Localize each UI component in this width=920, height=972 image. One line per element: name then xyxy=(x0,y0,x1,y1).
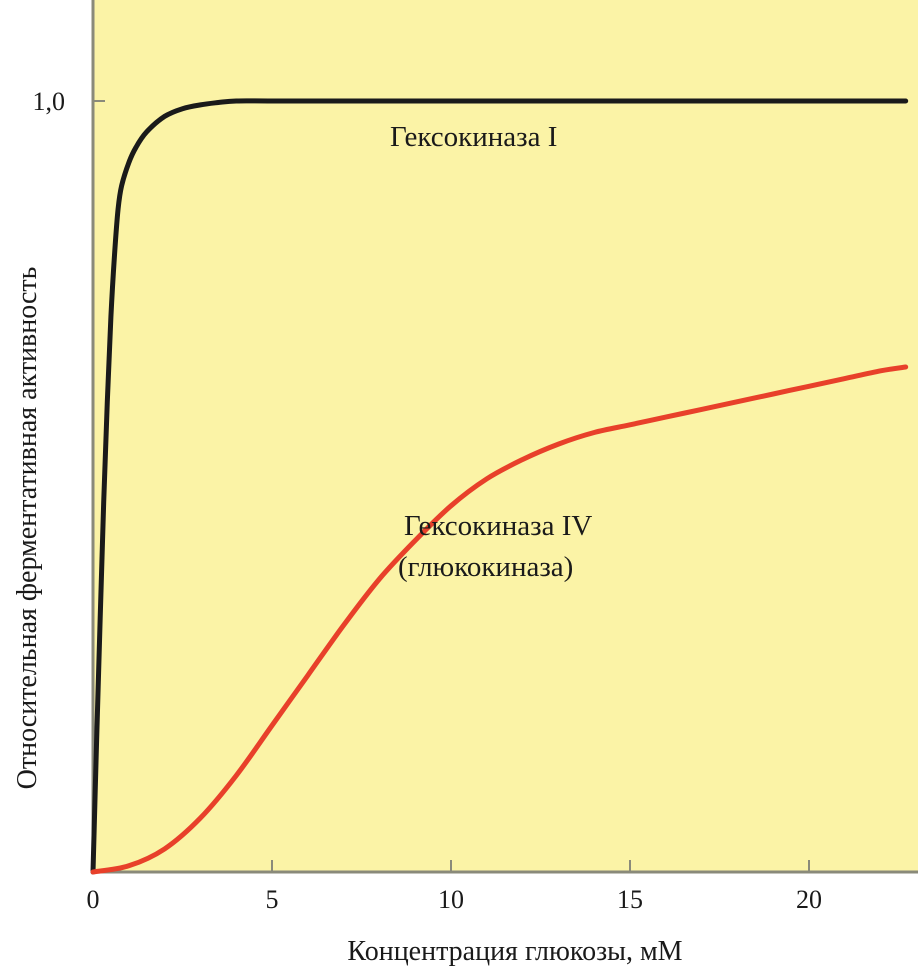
x-ticks: 0 5 10 15 20 xyxy=(87,860,822,914)
x-axis-title: Концентрация глюкозы, мМ xyxy=(347,936,682,967)
x-tick-label: 10 xyxy=(438,885,464,914)
hexokinase-4-label: (глюкокиназа) xyxy=(398,551,573,583)
x-tick-label: 20 xyxy=(796,885,822,914)
hexokinase-4-curve xyxy=(90,364,909,875)
series-lines xyxy=(90,98,909,875)
y-axis-title: Относительная ферментативная активность xyxy=(12,267,43,790)
x-tick-label: 0 xyxy=(87,885,100,914)
hexokinase-1-curve xyxy=(90,98,909,875)
series-labels: Гексокиназа I Гексокиназа IV (глюкокиназа) xyxy=(390,121,592,583)
axes xyxy=(91,0,918,874)
y-ticks: 1,0 xyxy=(33,87,105,116)
x-tick-label: 5 xyxy=(266,885,279,914)
hexokinase-4-label: Гексокиназа IV xyxy=(404,510,592,542)
y-tick-label: 1,0 xyxy=(33,87,66,116)
x-tick-label: 15 xyxy=(617,885,643,914)
plot-background xyxy=(93,0,918,872)
hexokinase-1-label: Гексокиназа I xyxy=(390,121,557,153)
